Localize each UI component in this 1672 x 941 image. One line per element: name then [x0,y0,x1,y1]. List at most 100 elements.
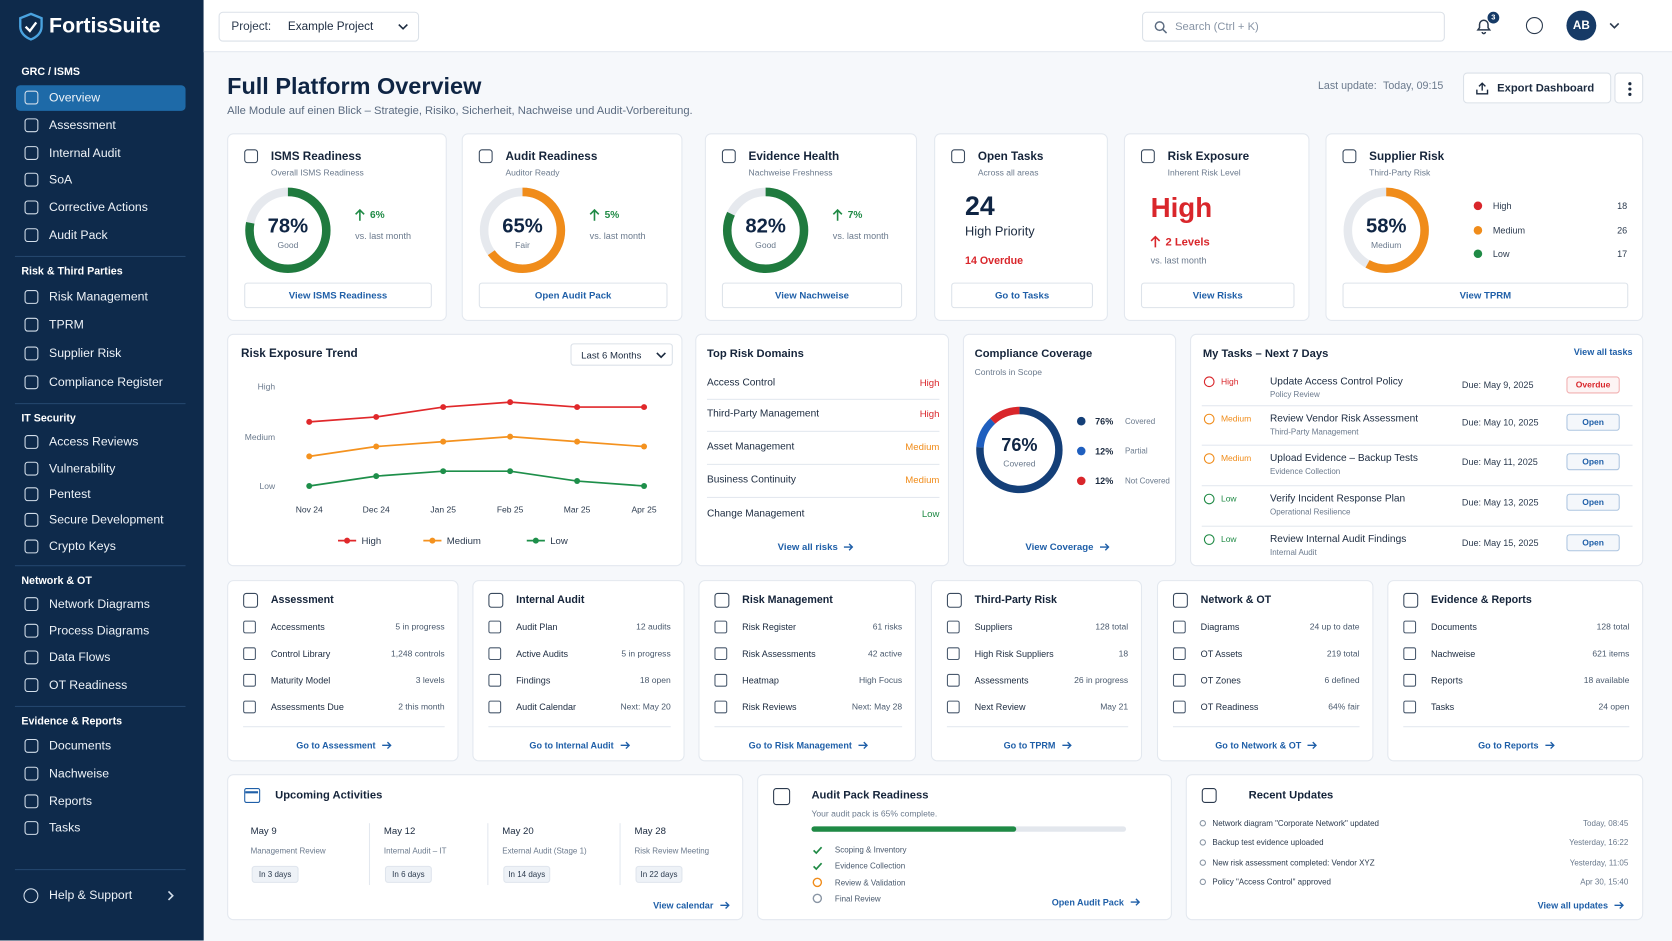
nav-label[interactable]: Audit Pack [49,229,108,243]
task-status-label[interactable]: Open [1582,537,1604,548]
nav-label[interactable]: Crypto Keys [49,540,116,554]
nav-item[interactable]: Access Reviews [16,430,186,456]
nav-item[interactable]: Process Diagrams [16,618,186,644]
nav-item[interactable]: SoA [16,167,186,193]
nav-label[interactable]: Tasks [49,822,81,835]
kpi-action[interactable]: View Risks [1140,282,1295,309]
avatar[interactable] [1566,10,1597,41]
card-link[interactable]: View Coverage [1025,541,1110,553]
card-link[interactable]: Go to Risk Management [749,740,868,751]
card-link[interactable]: View all updates [1538,900,1624,911]
nav-label[interactable]: Overview [49,91,101,105]
task-status[interactable]: Open [1566,493,1620,511]
nav-item[interactable]: Compliance Register [16,370,186,396]
link-text[interactable]: Go to Risk Management [748,740,852,751]
project-select[interactable]: Project: Example Project [218,11,420,42]
card-link[interactable]: Go to Reports [1478,740,1555,751]
kpi-action-label[interactable]: View TPRM [1459,290,1512,301]
nav-label[interactable]: Documents [49,740,112,753]
nav-item[interactable]: Nachweise [16,761,186,787]
nav-label[interactable]: Network Diagrams [49,598,150,612]
link-text[interactable]: View calendar [653,899,714,911]
nav-label[interactable]: Vulnerability [49,462,116,476]
nav-item[interactable]: Documents [16,734,186,760]
kpi-action-label[interactable]: View Risks [1192,290,1243,301]
card-link[interactable]: View all risks [777,541,854,553]
kpi-action-label[interactable]: View ISMS Readiness [288,290,388,301]
link-text[interactable]: View all risks [777,541,838,553]
card-link[interactable]: Go to Internal Audit [529,740,630,751]
link-text[interactable]: Go to Network & OT [1215,740,1302,751]
task-status[interactable]: Open [1566,413,1620,431]
help-label[interactable]: Help & Support [49,889,133,903]
card-link[interactable]: Open Audit Pack [1051,896,1140,908]
nav-item[interactable]: Risk Management [16,285,186,311]
card-link[interactable]: Go to TPRM [1004,740,1072,751]
nav-label[interactable]: Data Flows [49,651,111,665]
nav-label[interactable]: OT Readiness [49,679,128,693]
range-label[interactable]: Last 6 Months [581,349,642,361]
link-text[interactable]: View all updates [1537,899,1609,911]
export-label[interactable]: Export Dashboard [1497,82,1595,95]
nav-label[interactable]: Pentest [49,488,91,502]
kpi-action[interactable]: View ISMS Readiness [244,282,432,309]
kpi-action-label[interactable]: Go to Tasks [994,290,1050,301]
task-status-label[interactable]: Overdue [1575,380,1611,390]
task-status-label[interactable]: Open [1582,456,1604,467]
kpi-action-label[interactable]: View Nachweise [775,290,849,301]
nav-label[interactable]: SoA [49,173,73,187]
nav-label[interactable]: Assessment [49,119,116,133]
kpi-action[interactable]: Open Audit Pack [478,282,668,309]
nav-item[interactable]: TPRM [16,312,186,338]
nav-label[interactable]: Supplier Risk [49,347,122,361]
notifications-button[interactable] [1474,15,1495,36]
nav-item[interactable]: Assessment [16,113,186,139]
link-text[interactable]: Go to Reports [1478,740,1539,751]
card-link[interactable]: View calendar [653,899,730,911]
export-button[interactable]: Export Dashboard [1463,72,1612,104]
link-text[interactable]: View Coverage [1025,541,1094,553]
range-select[interactable]: Last 6 Months [570,343,673,366]
kpi-action[interactable]: View TPRM [1342,282,1629,309]
nav-item[interactable]: Tasks [16,816,186,842]
task-status-label[interactable]: Open [1582,417,1604,428]
more-button[interactable] [1614,72,1644,104]
help-item[interactable]: Help & Support [16,883,186,909]
nav-label[interactable]: Internal Audit [49,147,121,160]
nav-item[interactable]: Data Flows [16,645,186,671]
nav-item[interactable]: Corrective Actions [16,195,186,221]
kpi-action[interactable]: View Nachweise [721,282,903,309]
avatar-initials[interactable]: AB [1572,19,1590,32]
nav-item[interactable]: Reports [16,789,186,815]
card-link[interactable]: View all tasks [1573,346,1633,358]
nav-label[interactable]: Risk Management [49,291,148,304]
task-status[interactable]: Open [1566,453,1620,471]
link-text[interactable]: Go to TPRM [1003,740,1056,751]
card-link[interactable]: Go to Assessment [296,740,392,751]
nav-item[interactable]: Secure Development [16,508,186,534]
link-text[interactable]: Open Audit Pack [1051,896,1124,908]
nav-label[interactable]: Compliance Register [49,376,163,390]
task-status-label[interactable]: Open [1582,497,1604,508]
nav-label[interactable]: Reports [49,795,93,809]
nav-item[interactable]: Internal Audit [16,141,186,167]
link-text[interactable]: Go to Assessment [296,740,376,751]
nav-label[interactable]: Process Diagrams [49,624,150,638]
nav-item[interactable]: Audit Pack [16,223,186,249]
nav-item[interactable]: Crypto Keys [16,534,186,560]
nav-label[interactable]: Corrective Actions [49,201,148,215]
nav-item[interactable]: Supplier Risk [16,341,186,367]
kpi-action[interactable]: Go to Tasks [951,282,1093,309]
card-link[interactable]: Go to Network & OT [1215,740,1318,751]
nav-label[interactable]: Secure Development [49,513,164,527]
nav-label[interactable]: Access Reviews [49,436,139,449]
kpi-action-label[interactable]: Open Audit Pack [534,290,612,301]
help-button[interactable] [1525,17,1543,35]
nav-item[interactable]: Overview [15,85,186,111]
nav-item[interactable]: Network Diagrams [16,592,186,618]
link-text[interactable]: Go to Internal Audit [529,740,614,751]
search-box[interactable]: Search (Ctrl + K) [1142,11,1445,42]
task-status[interactable]: Overdue [1566,376,1620,394]
nav-item[interactable]: Vulnerability [16,456,186,482]
nav-item[interactable]: Pentest [16,482,186,508]
